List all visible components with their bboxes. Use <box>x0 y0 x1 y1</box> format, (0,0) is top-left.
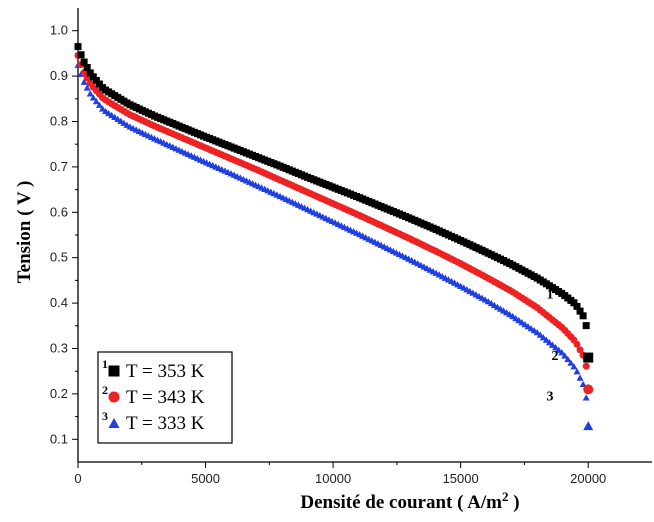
axes: 0.1 0.2 0.3 0.4 0.5 0.6 0.7 0.8 0.9 1.0 0 5000 10000… <box>50 8 652 486</box>
data-point <box>108 418 120 428</box>
legend: 1 T = 353 K 2 T = 343 K 3 T = 333 K <box>97 351 233 444</box>
data-point <box>582 322 590 330</box>
data-point <box>539 334 547 341</box>
data-point <box>542 336 550 343</box>
x-axis-title-main: Densité de courant ( A/m <box>300 492 502 513</box>
data-point <box>579 380 587 388</box>
data-point <box>83 84 91 91</box>
data-point <box>536 331 544 338</box>
data-point <box>533 329 541 336</box>
x-tick-label: 0 <box>74 471 81 486</box>
data-point <box>582 394 590 401</box>
data-point <box>83 63 91 71</box>
x-tick-label: 15000 <box>443 471 479 486</box>
series-1 <box>74 43 594 363</box>
legend-number: 3 <box>102 409 108 423</box>
data-point <box>555 346 563 353</box>
x-tick-label: 20000 <box>570 471 606 486</box>
data-point <box>582 362 590 370</box>
legend-entry-label: T = 333 K <box>126 413 205 434</box>
data-point <box>579 312 587 320</box>
data-point <box>558 349 566 356</box>
data-point <box>108 365 120 377</box>
y-tick-label: 0.7 <box>50 159 68 174</box>
curve-label: 3 <box>546 390 553 405</box>
data-point <box>552 344 560 351</box>
data-point <box>545 339 553 346</box>
data-point <box>573 340 581 348</box>
data-point <box>89 94 97 101</box>
x-tick-label: 5000 <box>191 471 220 486</box>
legend-entry-label: T = 343 K <box>126 387 205 408</box>
data-point <box>108 391 120 403</box>
y-tick-label: 0.2 <box>50 386 68 401</box>
y-tick-label: 0.4 <box>50 295 68 310</box>
legend-entry-label: T = 353 K <box>126 361 205 382</box>
y-tick-label: 0.1 <box>50 431 68 446</box>
y-tick-label: 0.3 <box>50 341 68 356</box>
series-2 <box>74 52 594 395</box>
data-point <box>80 58 88 66</box>
x-axis-title: Densité de courant ( A/m2 ) <box>300 489 519 513</box>
data-point <box>86 90 94 97</box>
x-axis-title-exponent: 2 <box>502 489 509 504</box>
curve-label: 2 <box>552 349 559 364</box>
data-point <box>561 352 569 359</box>
data-point <box>98 105 106 112</box>
data-point <box>583 384 594 395</box>
x-axis-title-tail: ) <box>509 492 520 513</box>
data-point <box>576 374 584 381</box>
series-3 <box>74 61 594 431</box>
y-tick-label: 0.5 <box>50 250 68 265</box>
data-point <box>89 73 97 81</box>
x-tick-label: 10000 <box>315 471 351 486</box>
curve-label: 1 <box>546 288 553 303</box>
data-point <box>95 80 103 88</box>
data-point <box>570 363 578 370</box>
data-point <box>92 97 100 105</box>
y-tick-label: 0.8 <box>50 114 68 129</box>
series-layer <box>74 43 594 431</box>
legend-number: 1 <box>102 357 108 371</box>
data-point <box>573 368 581 375</box>
data-point <box>74 43 82 51</box>
data-point <box>86 69 94 77</box>
data-point <box>564 355 572 363</box>
data-point <box>549 341 557 348</box>
data-point <box>570 299 578 307</box>
data-point <box>95 101 103 108</box>
curve-labels: 1 2 3 <box>546 288 558 405</box>
data-point <box>576 307 584 315</box>
data-point <box>573 302 581 310</box>
data-point <box>77 51 85 59</box>
y-axis-title: Tension ( V ) <box>14 181 35 284</box>
data-point <box>583 421 594 431</box>
legend-number: 2 <box>102 383 108 397</box>
y-tick-label: 0.9 <box>50 68 68 83</box>
data-point <box>583 352 594 363</box>
data-point <box>92 76 100 84</box>
data-point <box>80 78 88 85</box>
data-point <box>567 359 575 366</box>
legend-box <box>97 351 233 444</box>
y-tick-label: 1.0 <box>50 23 68 38</box>
y-tick-label: 0.6 <box>50 204 68 219</box>
data-point <box>576 346 584 354</box>
